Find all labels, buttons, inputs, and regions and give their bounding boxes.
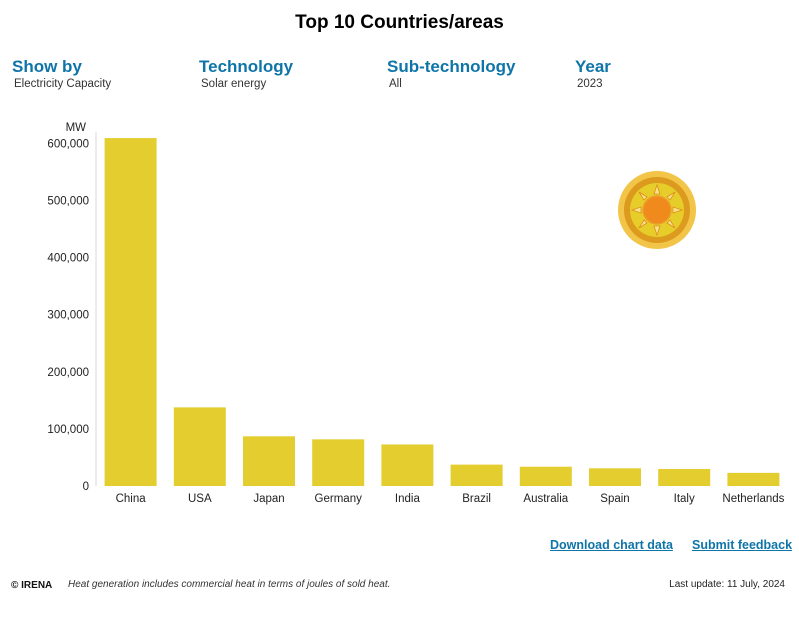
bar-chart: MW 0 100,000 200,000 300,000 400,000 500,000 60… [47, 122, 784, 505]
bar-china[interactable] [104, 138, 157, 487]
filter-value: Electricity Capacity [14, 78, 112, 90]
x-tick-label: Japan [253, 493, 284, 505]
copyright-text: © IRENA [11, 580, 53, 591]
filter-year[interactable]: Year 2023 [575, 57, 611, 90]
bar-usa[interactable] [173, 407, 226, 486]
bar-japan[interactable] [243, 436, 295, 486]
x-tick-label: Spain [600, 493, 629, 505]
x-tick-label: Australia [523, 493, 568, 505]
filter-value: 2023 [577, 78, 603, 90]
filter-sub-technology[interactable]: Sub-technology All [387, 57, 515, 90]
bar-italy[interactable] [658, 468, 711, 486]
y-tick-label: 500,000 [47, 196, 89, 208]
x-tick-label: Netherlands [722, 493, 784, 505]
filter-show-by[interactable]: Show by Electricity Capacity [12, 57, 111, 90]
y-tick-label: 300,000 [47, 310, 89, 322]
x-tick-label: Italy [674, 493, 695, 505]
y-tick-label: 200,000 [47, 367, 89, 379]
solar-sun-icon [618, 171, 696, 249]
bar-india[interactable] [381, 444, 434, 486]
bar-brazil[interactable] [450, 464, 503, 486]
filter-label: Sub-technology [387, 57, 516, 76]
filter-value: Solar energy [201, 78, 267, 90]
x-tick-label: USA [188, 493, 212, 505]
x-tick-label: China [116, 493, 147, 505]
y-tick-label: 0 [83, 481, 89, 493]
y-tick-label: 400,000 [47, 253, 89, 265]
filter-technology[interactable]: Technology Solar energy [199, 57, 293, 90]
x-tick-label: Brazil [462, 493, 491, 505]
footnote: Heat generation includes commercial heat… [68, 579, 391, 590]
filter-value: All [389, 78, 402, 90]
x-tick-label: Germany [315, 493, 363, 505]
y-tick-label: 100,000 [47, 424, 89, 436]
bar-germany[interactable] [312, 439, 365, 486]
bar-australia[interactable] [519, 466, 572, 486]
filter-label: Technology [199, 57, 294, 76]
x-tick-label: India [395, 493, 421, 505]
submit-feedback-link[interactable]: Submit feedback [692, 538, 793, 552]
bar-netherlands[interactable] [727, 472, 780, 486]
filter-label: Show by [12, 57, 82, 76]
y-tick-label: 600,000 [47, 138, 89, 150]
filter-label: Year [575, 57, 611, 76]
bar-spain[interactable] [589, 468, 641, 486]
download-chart-data-link[interactable]: Download chart data [550, 538, 673, 552]
y-axis-label: MW [66, 122, 87, 134]
chart-title: Top 10 Countries/areas [295, 12, 504, 33]
last-update: Last update: 11 July, 2024 [669, 579, 785, 590]
